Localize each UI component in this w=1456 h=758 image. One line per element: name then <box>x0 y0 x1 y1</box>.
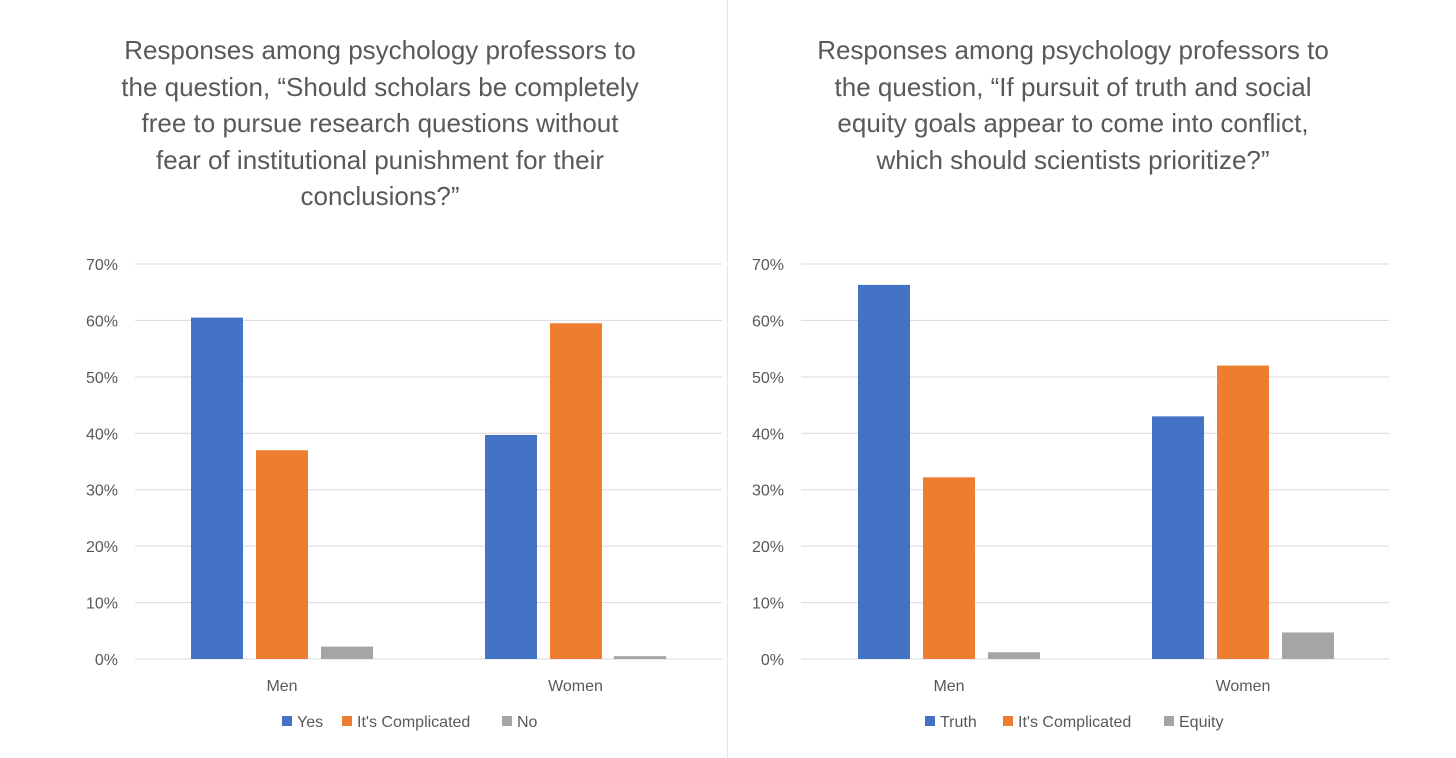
chart-title-right: Responses among psychology professors to… <box>817 35 1329 175</box>
bar-men-truth <box>858 284 910 659</box>
bar-women-it-s-complicated <box>550 323 602 659</box>
y-tick-label: 30% <box>752 483 784 500</box>
legend-swatch <box>282 716 292 726</box>
chart-panel-right: Responses among psychology professors to… <box>728 0 1456 758</box>
bar-women-yes <box>485 434 537 659</box>
bar-men-it-s-complicated <box>256 450 308 659</box>
bar-chart-right: 0% 10% 20% 30% 40% 50% 60% 70% Men Women Truth It's… <box>752 257 1389 731</box>
bar-men-it-s-complicated <box>923 477 975 659</box>
y-tick-label: 20% <box>86 539 118 556</box>
chart-panel-left: Responses among psychology professors to… <box>86 35 722 731</box>
x-category-label: Women <box>1216 678 1271 695</box>
bar-chart-left: 0% 10% 20% 30% 40% 50% 60% 70% Men Women Yes It's C… <box>86 257 722 731</box>
legend-swatch <box>925 716 935 726</box>
legend-label: No <box>517 714 538 731</box>
bar-men-no <box>321 646 373 659</box>
bar-women-it-s-complicated <box>1217 365 1269 659</box>
legend-label: It's Complicated <box>357 714 470 731</box>
y-tick-label: 0% <box>761 652 784 669</box>
y-tick-label: 70% <box>752 257 784 274</box>
legend-swatch <box>1164 716 1174 726</box>
y-tick-label: 50% <box>752 370 784 387</box>
y-tick-label: 60% <box>752 313 784 330</box>
y-tick-label: 50% <box>86 370 118 387</box>
bar-women-truth <box>1152 416 1204 659</box>
x-category-label: Men <box>933 678 964 695</box>
bar-women-no <box>614 656 666 659</box>
y-tick-label: 40% <box>752 426 784 443</box>
chart-title-left: Responses among psychology professors to… <box>121 35 639 211</box>
y-tick-label: 70% <box>86 257 118 274</box>
bar-women-equity <box>1282 632 1334 659</box>
bar-men-yes <box>191 317 243 659</box>
legend-label: Yes <box>297 714 323 731</box>
bar-men-equity <box>988 652 1040 659</box>
legend-swatch <box>1003 716 1013 726</box>
y-tick-label: 10% <box>86 596 118 613</box>
legend-label: It's Complicated <box>1018 714 1131 731</box>
legend-label: Equity <box>1179 714 1223 731</box>
x-category-label: Women <box>548 678 603 695</box>
y-tick-label: 30% <box>86 483 118 500</box>
y-tick-label: 20% <box>752 539 784 556</box>
y-tick-label: 0% <box>95 652 118 669</box>
y-tick-label: 60% <box>86 313 118 330</box>
y-tick-label: 10% <box>752 596 784 613</box>
legend-swatch <box>502 716 512 726</box>
y-tick-label: 40% <box>86 426 118 443</box>
x-category-label: Men <box>266 678 297 695</box>
legend-swatch <box>342 716 352 726</box>
legend-label: Truth <box>940 714 977 731</box>
panel-divider <box>727 0 728 758</box>
